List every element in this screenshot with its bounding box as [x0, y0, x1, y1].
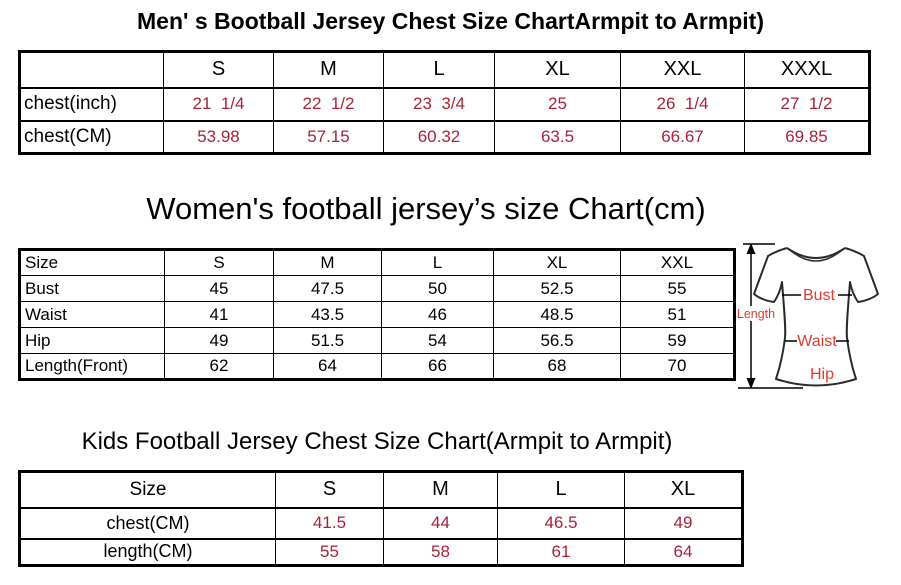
length-label-backing — [740, 306, 772, 321]
value-cell: 43.5 — [273, 301, 382, 328]
header-cell: M — [383, 470, 498, 509]
value-cell: 41 — [164, 301, 274, 328]
value-cell: 21 1/4 — [163, 86, 274, 122]
value-cell: 49 — [624, 506, 743, 540]
header-cell: L — [381, 249, 494, 276]
value-cell: 51.5 — [273, 327, 382, 354]
value-cell: 55 — [275, 537, 384, 567]
length-arrow-down-icon — [746, 378, 756, 389]
kids-length-row: length(CM) 55 58 61 64 — [19, 537, 743, 567]
value-cell: 58 — [383, 537, 498, 567]
waist-label: Waist — [797, 333, 837, 350]
value-cell: 62 — [164, 353, 274, 380]
value-cell: 46.5 — [497, 506, 625, 540]
header-cell — [19, 50, 164, 89]
men-size-table: S M L XL XXL XXXL chest(inch) 21 1/4 22 … — [18, 50, 871, 155]
header-cell: M — [273, 249, 382, 276]
value-cell: 27 1/2 — [744, 86, 870, 122]
value-cell: 57.15 — [273, 119, 384, 155]
header-cell: XL — [624, 470, 743, 509]
header-cell: XXL — [620, 249, 735, 276]
men-header-row: S M L XL XXL XXXL — [19, 50, 870, 89]
women-bust-row: Bust 45 47.5 50 52.5 55 — [19, 275, 735, 302]
header-cell: XL — [493, 249, 621, 276]
value-cell: 46 — [381, 301, 494, 328]
bust-label: Bust — [803, 287, 836, 304]
value-cell: 63.5 — [494, 119, 621, 155]
value-cell: 60.32 — [383, 119, 495, 155]
header-cell: XL — [494, 50, 621, 89]
value-cell: 52.5 — [493, 275, 621, 302]
value-cell: 68 — [493, 353, 621, 380]
value-cell: 41.5 — [275, 506, 384, 540]
header-cell: L — [383, 50, 495, 89]
header-cell: S — [275, 470, 384, 509]
women-waist-row: Waist 41 43.5 46 48.5 51 — [19, 301, 735, 328]
value-cell: 70 — [620, 353, 735, 380]
women-chart-title: Women's football jersey’s size Chart(cm) — [146, 191, 706, 226]
value-cell: 23 3/4 — [383, 86, 495, 122]
value-cell: 56.5 — [493, 327, 621, 354]
row-label-cell: Waist — [19, 301, 165, 328]
value-cell: 64 — [273, 353, 382, 380]
value-cell: 69.85 — [744, 119, 870, 155]
row-label-cell: length(CM) — [19, 537, 276, 567]
tshirt-measurement-diagram: Length Bust Waist Hip — [737, 243, 879, 389]
value-cell: 66 — [381, 353, 494, 380]
header-cell: Size — [19, 470, 276, 509]
value-cell: 61 — [497, 537, 625, 567]
kids-chest-row: chest(CM) 41.5 44 46.5 49 — [19, 506, 743, 540]
value-cell: 22 1/2 — [273, 86, 384, 122]
value-cell: 59 — [620, 327, 735, 354]
header-cell: XXXL — [744, 50, 870, 89]
length-label: Length — [737, 307, 775, 321]
header-cell: Size — [19, 249, 165, 276]
row-label-cell: Length(Front) — [19, 353, 165, 380]
row-label-cell: Hip — [19, 327, 165, 354]
men-chest-cm-row: chest(CM) 53.98 57.15 60.32 63.5 66.67 6… — [19, 119, 870, 155]
collar-outer-icon — [786, 247, 846, 259]
header-cell: S — [163, 50, 274, 89]
header-cell: L — [497, 470, 625, 509]
header-cell: S — [164, 249, 274, 276]
row-label-cell: chest(CM) — [19, 119, 164, 155]
value-cell: 50 — [381, 275, 494, 302]
value-cell: 66.67 — [620, 119, 745, 155]
row-label-cell: chest(CM) — [19, 506, 276, 540]
value-cell: 55 — [620, 275, 735, 302]
women-size-table: Size S M L XL XXL Bust 45 47.5 50 52.5 5… — [18, 248, 736, 381]
value-cell: 64 — [624, 537, 743, 567]
value-cell: 49 — [164, 327, 274, 354]
collar-inner-icon — [789, 249, 843, 262]
women-hip-row: Hip 49 51.5 54 56.5 59 — [19, 327, 735, 354]
value-cell: 48.5 — [493, 301, 621, 328]
kids-chart-title: Kids Football Jersey Chest Size Chart(Ar… — [81, 428, 673, 455]
women-header-row: Size S M L XL XXL — [19, 249, 735, 276]
men-chest-inch-row: chest(inch) 21 1/4 22 1/2 23 3/4 25 26 1… — [19, 86, 870, 122]
value-cell: 54 — [381, 327, 494, 354]
header-cell: XXL — [620, 50, 745, 89]
tshirt-outline-icon — [753, 247, 879, 387]
kids-size-table: Size S M L XL chest(CM) 41.5 44 46.5 49 … — [18, 470, 744, 567]
value-cell: 51 — [620, 301, 735, 328]
value-cell: 45 — [164, 275, 274, 302]
hip-label: Hip — [810, 366, 834, 383]
row-label-cell: Bust — [19, 275, 165, 302]
value-cell: 26 1/4 — [620, 86, 745, 122]
length-arrow-up-icon — [746, 243, 756, 254]
women-length-row: Length(Front) 62 64 66 68 70 — [19, 353, 735, 380]
value-cell: 47.5 — [273, 275, 382, 302]
value-cell: 53.98 — [163, 119, 274, 155]
men-chart-title: Men' s Bootball Jersey Chest Size ChartA… — [137, 8, 764, 34]
value-cell: 44 — [383, 506, 498, 540]
value-cell: 25 — [494, 86, 621, 122]
kids-header-row: Size S M L XL — [19, 470, 743, 509]
row-label-cell: chest(inch) — [19, 86, 164, 122]
header-cell: M — [273, 50, 384, 89]
